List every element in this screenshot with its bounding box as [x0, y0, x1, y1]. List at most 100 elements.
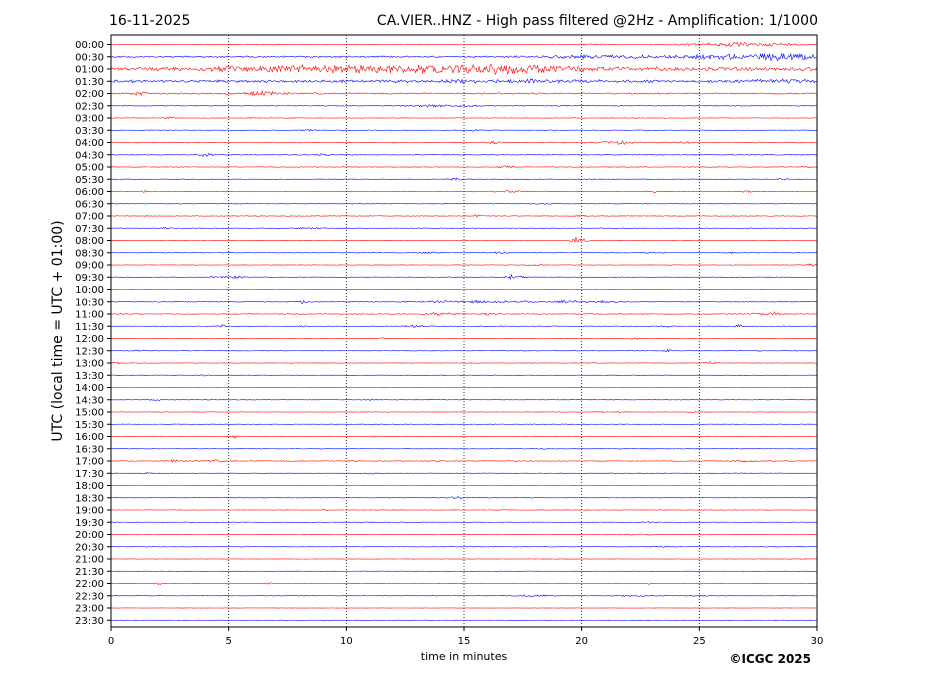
y-tick-label: 14:30: [75, 395, 104, 406]
trace-0500: [110, 165, 818, 169]
seismic-traces: [110, 41, 818, 621]
trace-0330: [110, 128, 818, 132]
grid-lines: [228, 35, 700, 627]
y-tick-label: 22:00: [75, 579, 104, 590]
trace-1030: [110, 299, 818, 304]
y-tick-label: 04:30: [75, 150, 104, 161]
trace-2100: [110, 558, 818, 560]
y-tick-label: 12:30: [75, 346, 104, 357]
y-tick-label: 14:00: [75, 383, 104, 394]
y-tick-label: 20:00: [75, 530, 104, 541]
date-label: 16-11-2025: [109, 13, 190, 29]
trace-1530: [110, 423, 817, 425]
y-tick-label: 11:00: [75, 310, 104, 321]
y-tick-label: 03:30: [75, 126, 104, 137]
x-tick-label: 30: [811, 636, 824, 647]
trace-0200: [110, 89, 818, 97]
y-tick-label: 12:00: [75, 334, 104, 345]
y-axis-label: UTC (local time = UTC + 01:00): [50, 220, 66, 441]
y-tick-label: 11:30: [75, 322, 104, 333]
chart-title: CA.VIER..HNZ - High pass filtered @2Hz -…: [377, 13, 818, 29]
x-tick-label: 25: [693, 636, 706, 647]
x-axis-label: time in minutes: [421, 650, 508, 663]
y-tick-label: 21:30: [75, 567, 104, 578]
y-tick-label: 01:30: [75, 77, 104, 88]
y-tick-label: 01:00: [75, 65, 104, 76]
y-tick-label: 07:00: [75, 212, 104, 223]
y-tick-label: 05:00: [75, 163, 104, 174]
y-tick-label: 05:30: [75, 175, 104, 186]
y-tick-label: 18:30: [75, 493, 104, 504]
trace-0830: [110, 251, 818, 255]
trace-1000: [110, 288, 818, 291]
y-tick-label: 17:30: [75, 469, 104, 480]
y-tick-label: 15:00: [75, 408, 104, 419]
y-tick-label: 10:00: [75, 285, 104, 296]
trace-1230: [110, 348, 818, 353]
trace-0230: [110, 104, 818, 108]
y-tick-label: 13:30: [75, 371, 104, 382]
x-tick-label: 0: [108, 636, 114, 647]
y-tick-label: 21:00: [75, 555, 104, 566]
y-tick-label: 09:30: [75, 273, 104, 284]
trace-2000: [110, 533, 818, 536]
trace-1330: [110, 374, 818, 377]
x-tick-label: 20: [575, 636, 588, 647]
trace-0100: [110, 63, 818, 76]
trace-1730: [110, 472, 818, 475]
y-tick-label: 13:00: [75, 359, 104, 370]
y-tick-label: 17:00: [75, 457, 104, 468]
trace-1900: [110, 509, 818, 511]
y-tick-label: 16:00: [75, 432, 104, 443]
y-tick-label: 10:30: [75, 297, 104, 308]
trace-0800: [110, 237, 818, 244]
y-tick-label: 15:30: [75, 420, 104, 431]
y-tick-label: 20:30: [75, 542, 104, 553]
y-tick-label: 18:00: [75, 481, 104, 492]
trace-0300: [110, 116, 818, 120]
x-tick-label: 10: [340, 636, 353, 647]
y-tick-label: 23:00: [75, 604, 104, 615]
trace-1300: [110, 360, 818, 365]
y-tick-label: 19:30: [75, 518, 104, 529]
trace-0600: [110, 189, 818, 194]
trace-0630: [110, 202, 818, 205]
y-tick-label: 22:30: [75, 591, 104, 602]
trace-1930: [110, 520, 818, 524]
y-tick-label: 19:00: [75, 506, 104, 517]
trace-0130: [110, 78, 818, 84]
y-tick-label: 02:30: [75, 101, 104, 112]
trace-0030: [110, 52, 818, 62]
trace-2230: [110, 594, 818, 598]
plot-frame: [110, 34, 818, 628]
y-tick-label: 09:00: [75, 261, 104, 272]
x-tick-label: 15: [458, 636, 471, 647]
y-tick-label: 07:30: [75, 224, 104, 235]
trace-0930: [110, 273, 818, 280]
copyright-label: ©ICGC 2025: [729, 652, 811, 666]
y-tick-label: 08:30: [75, 248, 104, 259]
trace-0900: [110, 263, 818, 267]
trace-1430: [110, 398, 818, 402]
trace-2030: [110, 545, 818, 548]
trace-1200: [110, 337, 818, 340]
y-tick-label: 03:00: [75, 114, 104, 125]
x-axis-ticks: 0 5 10 15 20 25 30: [108, 627, 824, 647]
trace-0430: [110, 152, 818, 157]
y-tick-label: 06:00: [75, 187, 104, 198]
trace-1800: [110, 484, 818, 487]
trace-0000: [110, 41, 818, 47]
y-tick-label: 00:30: [75, 52, 104, 63]
trace-0400: [110, 140, 818, 145]
trace-1100: [110, 311, 818, 316]
trace-1400: [111, 386, 817, 389]
x-tick-label: 5: [225, 636, 231, 647]
y-tick-label: 02:00: [75, 89, 104, 100]
y-tick-label: 08:00: [75, 236, 104, 247]
trace-0730: [110, 226, 818, 230]
y-tick-label: 06:30: [75, 199, 104, 210]
trace-1130: [110, 324, 818, 328]
y-tick-label: 16:30: [75, 444, 104, 455]
